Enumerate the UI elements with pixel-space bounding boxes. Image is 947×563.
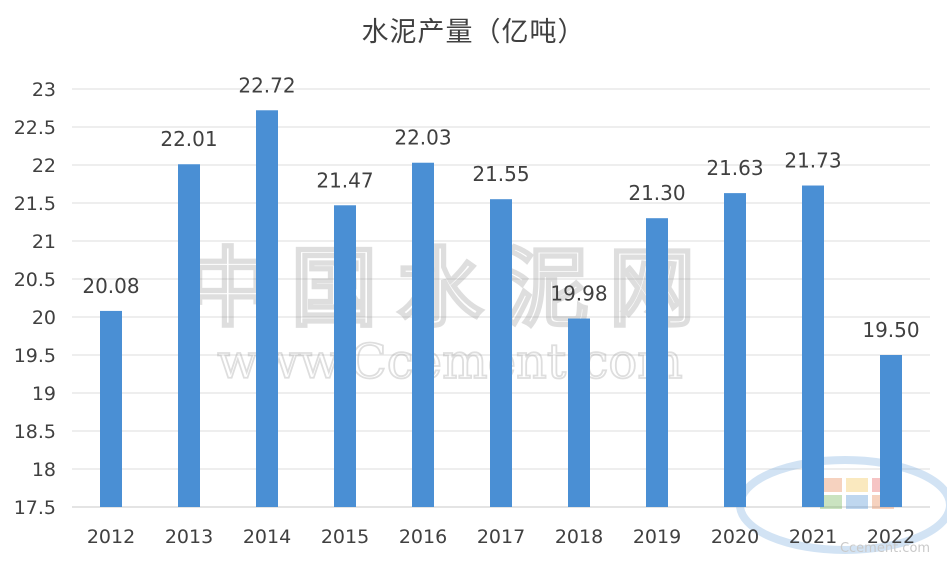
bar-2017 bbox=[490, 199, 512, 507]
y-tick-label: 23 bbox=[32, 79, 56, 101]
y-tick-label: 19 bbox=[32, 383, 56, 405]
bar-2014 bbox=[256, 110, 278, 507]
data-label-2018: 19.98 bbox=[550, 282, 607, 306]
logo-block bbox=[820, 495, 842, 509]
data-label-2013: 22.01 bbox=[160, 127, 217, 151]
y-tick-label: 22.5 bbox=[14, 117, 56, 139]
data-label-2015: 21.47 bbox=[316, 168, 373, 192]
x-tick-label: 2016 bbox=[399, 526, 447, 548]
data-label-2017: 21.55 bbox=[472, 162, 529, 186]
y-tick-label: 19.5 bbox=[14, 345, 56, 367]
x-tick-label: 2021 bbox=[789, 526, 837, 548]
x-tick-label: 2015 bbox=[321, 526, 369, 548]
x-tick-label: 2020 bbox=[711, 526, 759, 548]
bar-2019 bbox=[646, 218, 668, 507]
x-tick-label: 2022 bbox=[867, 526, 915, 548]
data-label-2020: 21.63 bbox=[706, 156, 763, 180]
bar-2020 bbox=[724, 193, 746, 507]
y-tick-label: 20 bbox=[32, 307, 56, 329]
x-tick-label: 2019 bbox=[633, 526, 681, 548]
logo-block bbox=[820, 478, 842, 492]
data-label-2016: 22.03 bbox=[394, 126, 451, 150]
logo-swoosh bbox=[736, 456, 947, 554]
data-label-2022: 19.50 bbox=[862, 318, 919, 342]
watermark-site-url: www.Ccement.com bbox=[217, 334, 683, 390]
y-tick-label: 18 bbox=[32, 459, 56, 481]
bar-2012 bbox=[100, 310, 122, 507]
data-label-2012: 20.08 bbox=[82, 274, 139, 298]
x-tick-label: 2012 bbox=[87, 526, 135, 548]
x-tick-label: 2017 bbox=[477, 526, 525, 548]
y-tick-label: 18.5 bbox=[14, 421, 56, 443]
value-labels: 20.08 22.01 22.72 21.47 22.03 21.55 19.98 21.30… bbox=[82, 73, 919, 342]
bar-2013 bbox=[178, 164, 200, 508]
logo-block bbox=[846, 495, 868, 509]
logo-block bbox=[846, 478, 868, 492]
y-axis-ticks: 17.5 18 18.5 19 19.5 20 20.5 21 21.5 22 22.5 23 bbox=[14, 79, 56, 519]
x-axis-ticks: 2012 2013 2014 2015 2016 2017 2018 2019 2020 2021… bbox=[87, 526, 915, 548]
x-tick-label: 2018 bbox=[555, 526, 603, 548]
bars bbox=[100, 110, 902, 508]
bar-2015 bbox=[334, 205, 356, 507]
bar-2022 bbox=[880, 355, 902, 507]
y-tick-label: 20.5 bbox=[14, 269, 56, 291]
y-tick-label: 22 bbox=[32, 155, 56, 177]
data-label-2014: 22.72 bbox=[238, 73, 295, 97]
chart-title: 水泥产量（亿吨） bbox=[361, 17, 586, 48]
data-label-2021: 21.73 bbox=[784, 149, 841, 173]
watermark-logo: Ccement.com bbox=[736, 456, 947, 556]
logo-text: Ccement.com bbox=[840, 541, 930, 556]
y-tick-label: 17.5 bbox=[14, 497, 56, 519]
y-tick-label: 21 bbox=[32, 231, 56, 253]
x-tick-label: 2014 bbox=[243, 526, 291, 548]
bar-2021 bbox=[802, 185, 824, 507]
bar-2018 bbox=[568, 318, 590, 507]
data-label-2019: 21.30 bbox=[628, 181, 685, 205]
bar-2016 bbox=[412, 162, 434, 507]
y-tick-label: 21.5 bbox=[14, 193, 56, 215]
x-tick-label: 2013 bbox=[165, 526, 213, 548]
